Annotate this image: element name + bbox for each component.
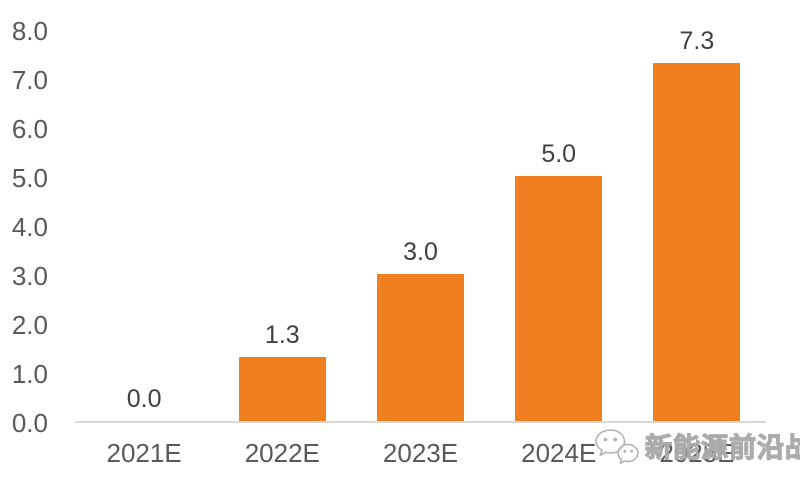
bar-slot: 7.3: [628, 27, 766, 421]
y-tick-label: 1.0: [11, 359, 48, 389]
bar-value-label: 5.0: [541, 140, 577, 168]
bar-slot: 5.0: [490, 31, 628, 421]
plot-area: 0.0 1.3 3.0 5.0 7.3: [75, 27, 766, 423]
bar-slot: 3.0: [351, 31, 489, 421]
bar-2024E: [515, 176, 603, 421]
y-tick-label: 6.0: [11, 114, 48, 144]
y-tick-label: 2.0: [11, 310, 48, 340]
y-tick-label: 8.0: [11, 16, 48, 46]
x-tick-label: 2025E: [659, 438, 735, 468]
x-tick-label: 2022E: [244, 438, 320, 468]
x-tick-label: 2023E: [382, 438, 459, 468]
y-tick-label: 3.0: [11, 261, 48, 291]
y-axis: 0.0 1.0 2.0 3.0 4.0 5.0 6.0 7.0 8.0: [0, 0, 48, 487]
x-axis-labels: 2021E 2022E 2023E 2024E 2025E: [75, 440, 766, 466]
y-tick-label: 7.0: [11, 65, 48, 95]
bar-value-label: 1.3: [264, 321, 300, 349]
bar-value-label: 7.3: [679, 27, 715, 55]
bar-2025E: [653, 63, 741, 421]
x-tick-label: 2024E: [521, 438, 597, 468]
x-tick-label: 2021E: [106, 438, 182, 468]
y-tick-label: 4.0: [11, 212, 48, 242]
y-tick-label: 5.0: [11, 163, 48, 193]
bar-slot: 0.0: [75, 31, 213, 421]
bar-value-label: 0.0: [126, 385, 162, 413]
bar-2022E: [238, 357, 326, 421]
bar-2023E: [377, 274, 464, 421]
bar-slot: 1.3: [213, 31, 351, 421]
y-tick-label: 0.0: [11, 408, 48, 438]
bar-value-label: 3.0: [403, 238, 438, 266]
